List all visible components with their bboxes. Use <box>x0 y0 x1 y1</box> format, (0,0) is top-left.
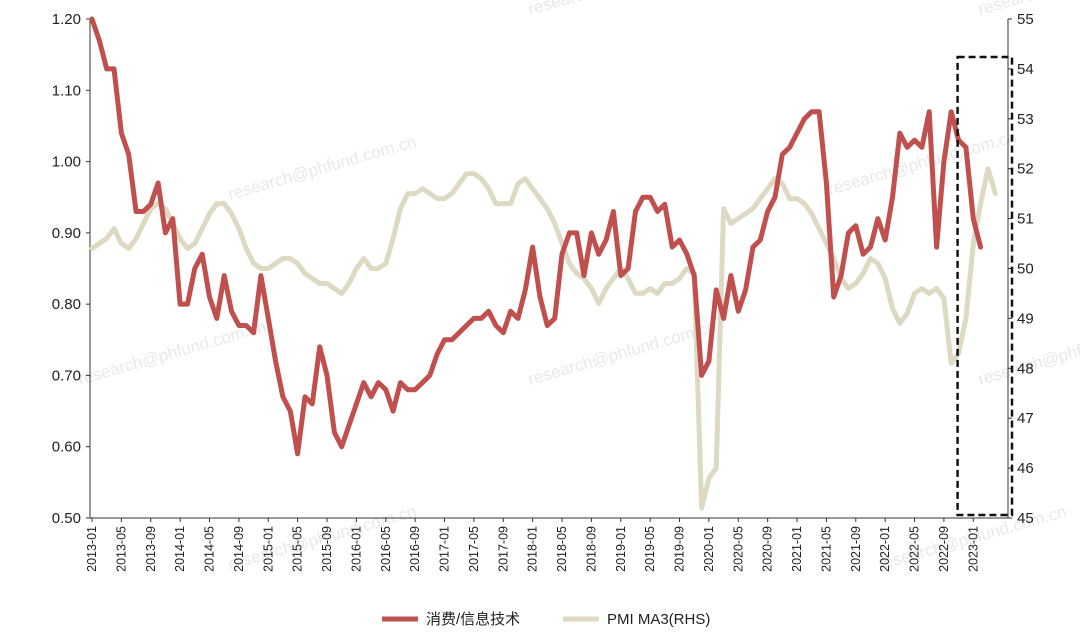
x-tick-label: 2021-01 <box>790 526 804 572</box>
legend-label: PMI MA3(RHS) <box>607 611 710 628</box>
watermark-text: research@phfund.com.cn <box>526 317 719 389</box>
legend-label: 消费/信息技术 <box>426 611 520 628</box>
x-tick-label: 2017-09 <box>496 526 510 572</box>
x-tick-label: 2013-09 <box>144 526 158 572</box>
x-tick-label: 2020-05 <box>731 526 745 572</box>
x-tick-label: 2022-09 <box>937 526 951 572</box>
axes <box>89 19 1009 519</box>
watermark-text: research@phfund.com.cn <box>976 317 1080 389</box>
left-tick-label: 1.20 <box>52 11 81 28</box>
left-tick-label: 1.00 <box>52 154 81 171</box>
right-tick-label: 45 <box>1017 510 1034 527</box>
left-tick-label: 1.10 <box>52 82 81 99</box>
x-tick-label: 2018-09 <box>584 526 598 572</box>
x-tick-label: 2018-05 <box>555 526 569 572</box>
right-tick-label: 46 <box>1017 460 1034 477</box>
series-layer <box>89 16 998 511</box>
right-tick-label: 54 <box>1017 61 1034 78</box>
x-tick-label: 2019-09 <box>673 526 687 572</box>
left-tick-label: 0.50 <box>52 510 81 527</box>
x-tick-label: 2014-01 <box>173 526 187 572</box>
right-tick-label: 50 <box>1017 261 1034 278</box>
series-line-pmi-ma3 <box>89 166 998 511</box>
x-tick-label: 2016-09 <box>408 526 422 572</box>
x-tick-label: 2019-01 <box>614 526 628 572</box>
left-tick-label: 0.80 <box>52 296 81 313</box>
x-tick-label: 2015-01 <box>261 526 275 572</box>
right-axis-ticks: 45 46 47 48 49 50 51 52 53 54 55 <box>1008 11 1034 527</box>
highlight-box <box>956 55 1014 517</box>
x-tick-label: 2015-05 <box>291 526 305 572</box>
x-tick-label: 2016-01 <box>349 526 363 572</box>
right-tick-label: 53 <box>1017 111 1034 128</box>
watermark-text: research@phfund.com.cn <box>526 0 719 19</box>
left-tick-label: 0.70 <box>52 367 81 384</box>
right-tick-label: 55 <box>1017 11 1034 28</box>
x-tick-label: 2016-05 <box>379 526 393 572</box>
x-tick-label: 2021-09 <box>849 526 863 572</box>
x-tick-label: 2014-05 <box>203 526 217 572</box>
left-axis-ticks: 0.50 0.60 0.70 0.80 0.90 1.00 1.10 1.20 <box>52 11 90 527</box>
x-tick-label: 2013-05 <box>114 526 128 572</box>
left-tick-label: 0.60 <box>52 439 81 456</box>
x-tick-label: 2022-05 <box>908 526 922 572</box>
x-axis-ticks: 2013-01 2013-05 2013-09 2014-01 2014-05 2014-… <box>85 518 980 572</box>
x-tick-label: 2020-09 <box>761 526 775 572</box>
x-tick-label: 2020-01 <box>702 526 716 572</box>
x-tick-label: 2019-05 <box>643 526 657 572</box>
right-tick-label: 52 <box>1017 161 1034 178</box>
right-tick-label: 48 <box>1017 360 1034 377</box>
x-tick-label: 2018-01 <box>526 526 540 572</box>
x-tick-label: 2021-05 <box>819 526 833 572</box>
highlight-layer <box>956 55 1014 517</box>
x-tick-label: 2014-09 <box>232 526 246 572</box>
legend: 消费/信息技术 PMI MA3(RHS) <box>382 611 710 628</box>
x-tick-label: 2022-01 <box>878 526 892 572</box>
x-tick-label: 2013-01 <box>85 526 99 572</box>
series-line-consumer-it <box>89 16 984 457</box>
x-tick-label: 2017-05 <box>467 526 481 572</box>
x-tick-label: 2017-01 <box>438 526 452 572</box>
right-tick-label: 49 <box>1017 310 1034 327</box>
left-tick-label: 0.90 <box>52 225 81 242</box>
right-tick-label: 47 <box>1017 410 1034 427</box>
watermark-text: research@phfund.com.cn <box>226 132 419 204</box>
x-tick-label: 2023-01 <box>966 526 980 572</box>
right-tick-label: 51 <box>1017 211 1034 228</box>
x-tick-label: 2015-09 <box>320 526 334 572</box>
